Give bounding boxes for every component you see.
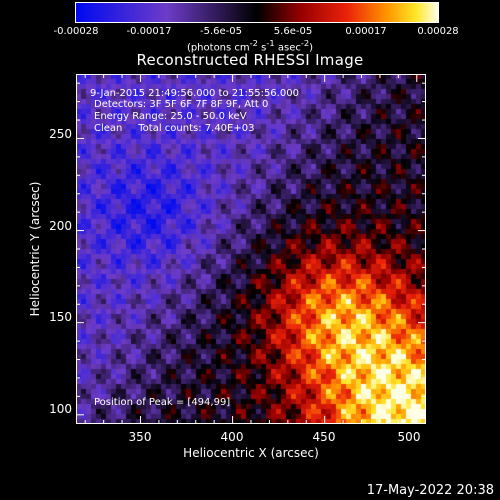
y-tick-label: 250 [49,127,72,141]
y-tick-label: 100 [49,402,72,416]
colorbar-tick-label: -0.00028 [53,26,99,37]
annotation-counts: Clean Total counts: 7.40E+03 [94,123,255,134]
peak-position-label: Position of Peak = [494,99] [94,397,231,408]
annotation-detectors: Detectors: 3F 5F 6F 7F 8F 9F, Att 0 [94,99,269,110]
annotation-energy-range: Energy Range: 25.0 - 50.0 keV [94,111,247,122]
x-tick-label: 400 [220,430,244,444]
colorbar-tick-label: 5.6e-05 [273,26,313,37]
colorbar-units: (photons cm-2 s-1 asec-2) [186,38,314,54]
x-tick-label: 500 [397,430,421,444]
heatmap-image [76,74,426,424]
plot-title: Reconstructed RHESSI Image [136,51,364,69]
x-axis-label: Heliocentric X (arcsec) [183,446,319,460]
x-tick-label: 350 [128,430,152,444]
plot-frame [76,74,426,424]
colorbar-tick-label: 0.00028 [417,26,459,37]
y-tick-label: 200 [49,219,72,233]
annotation-time-range: 9-Jan-2015 21:49:56.000 to 21:55:56.000 [90,88,299,99]
y-axis-label: Heliocentric Y (arcsec) [28,181,42,317]
colorbar-tick-label: 0.00017 [345,26,387,37]
x-tick-label: 450 [312,430,336,444]
y-tick-label: 150 [49,310,72,324]
colorbar-tick-label: -0.00017 [126,26,172,37]
plot-timestamp: 17-May-2022 20:38 [366,483,494,498]
colorbar-tick-label: -5.6e-05 [200,26,242,37]
colorbar [75,2,439,23]
